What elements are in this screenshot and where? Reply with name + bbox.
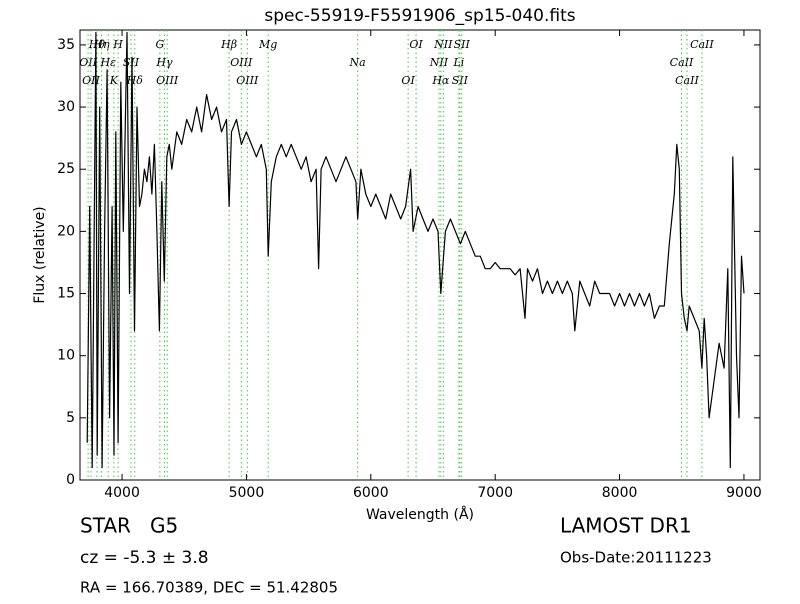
x-tick-label: 4000 [104,485,140,501]
spectral-line-label: CaII [675,74,699,87]
chart-title: spec-55919-F5591906_sp15-040.fits [264,6,575,26]
spectral-line-label: NII [429,56,449,69]
spectral-line-label: CaII [690,38,714,51]
spectral-line-label: SII [454,38,471,51]
subclass: G5 [150,514,178,538]
spectral-line-label: NII [433,38,453,51]
spectral-line-label: Hγ [155,56,173,69]
spectral-line-label: Hθ [88,38,106,51]
spectral-line-label: Hδ [126,74,144,87]
spectral-line-label: Mg [258,38,277,51]
y-tick-label: 0 [66,472,75,488]
class: STAR [80,514,131,538]
spectral-line-label: OIII [156,74,179,87]
y-tick-label: 5 [66,410,75,426]
y-tick-label: 10 [57,348,75,364]
spectral-line-label: CaII [670,56,694,69]
spectral-line-label: Hη [92,38,110,51]
spectral-line-label: OIII [236,74,259,87]
y-tick-label: 30 [57,99,75,115]
y-tick-label: 15 [57,286,75,302]
x-axis-label: Wavelength (Å) [366,506,474,523]
spectral-line-label: Hβ [220,38,237,51]
y-tick-label: 20 [57,223,75,239]
spectral-line-label: OI [409,38,423,51]
obs-date: Obs-Date:20111223 [560,549,712,567]
x-tick-label: 5000 [229,485,265,501]
spectral-line-label: K [109,74,119,87]
x-tick-label: 6000 [353,485,389,501]
survey: LAMOST DR1 [560,514,692,538]
plot-frame [79,29,761,481]
spectral-line-label: OI [401,74,415,87]
x-tick-label: 8000 [602,485,638,501]
spectral-line-label: OII [82,74,100,87]
spectral-line-label: Hε [99,56,116,69]
y-tick-label: 35 [57,37,75,53]
spectral-line-label: OII [79,56,97,69]
x-tick-label: 9000 [726,485,762,501]
spectral-line-label: Hα [431,74,450,87]
spectral-line-label: H [112,38,123,51]
redshift: cz = -5.3 ± 3.8 [80,548,209,568]
spectral-line-label: OIII [230,56,253,69]
y-axis-label: Flux (relative) [32,206,48,303]
x-tick-label: 7000 [477,485,513,501]
spectral-line-label: G [155,38,164,51]
coordinates: RA = 166.70389, DEC = 51.42805 [80,579,338,597]
spectral-line-label: SII [452,74,469,87]
y-tick-label: 25 [57,161,75,177]
spectral-line-label: Li [452,56,464,69]
spectral-line-label: Na [349,56,366,69]
spectrum-line [86,31,745,469]
